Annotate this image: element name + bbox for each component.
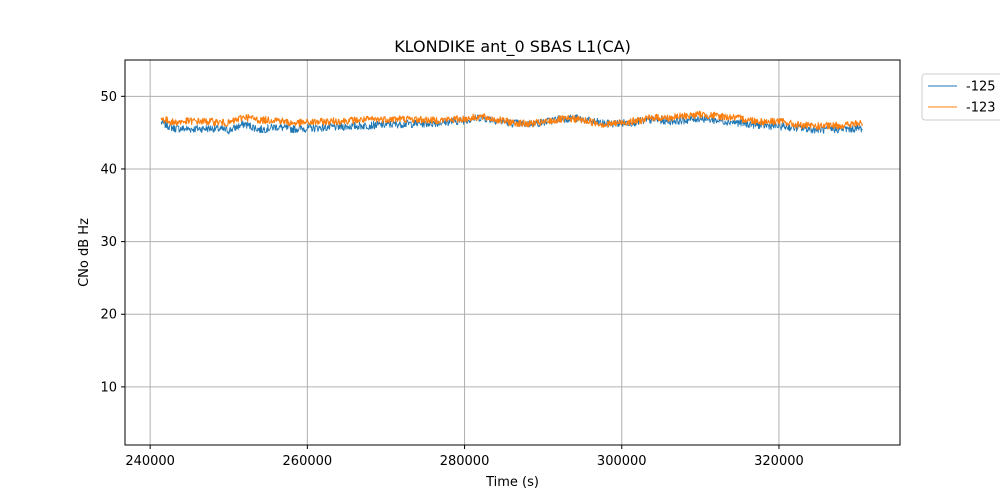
grid (125, 60, 900, 445)
x-axis-label: Time (s) (485, 475, 539, 490)
x-tick-label: 300000 (597, 454, 647, 469)
x-tick-label: 240000 (125, 454, 175, 469)
x-tick-label: 320000 (754, 454, 804, 469)
ticks: 240000 260000 280000 300000 320000 10 20 30 40 50 (100, 90, 803, 469)
y-tick-label: 50 (100, 90, 117, 105)
y-tick-label: 10 (100, 380, 117, 395)
chart-title: KLONDIKE ant_0 SBAS L1(CA) (394, 37, 631, 57)
x-tick-label: 280000 (440, 454, 490, 469)
legend: -125 -123 (921, 73, 1000, 121)
y-tick-label: 30 (100, 235, 117, 250)
series-layer (160, 110, 863, 135)
y-axis-label: CNo dB Hz (77, 218, 92, 287)
series-line--123 (160, 110, 863, 131)
plot-frame (124, 59, 901, 446)
y-tick-label: 20 (100, 308, 117, 323)
legend-label: -123 (966, 101, 996, 116)
y-tick-label: 40 (100, 162, 117, 177)
legend-label: -125 (966, 80, 996, 95)
x-tick-label: 260000 (283, 454, 333, 469)
